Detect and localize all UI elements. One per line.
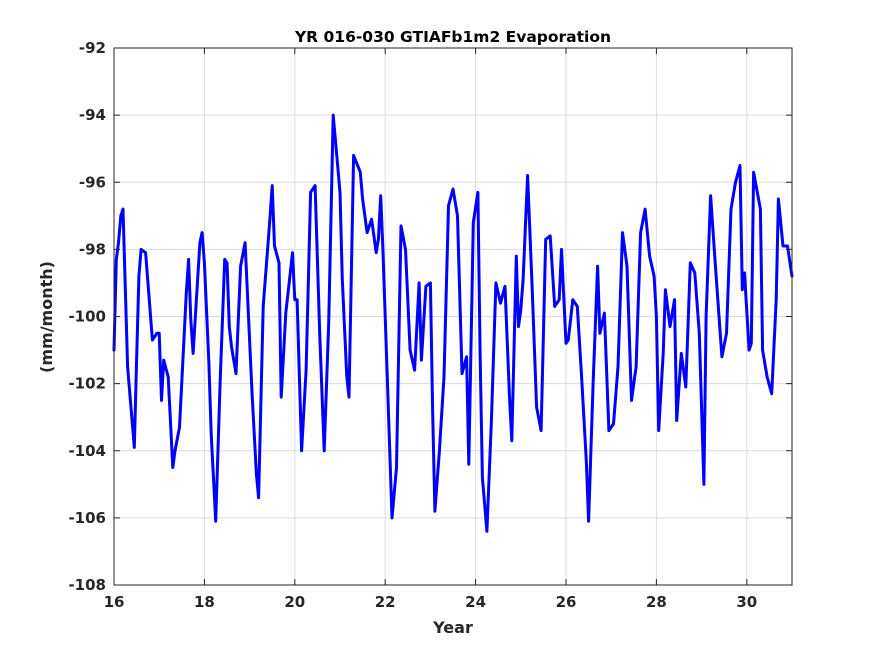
x-tick-label: 28 bbox=[646, 593, 667, 611]
x-tick-label: 20 bbox=[284, 593, 305, 611]
x-tick-label: 30 bbox=[736, 593, 757, 611]
x-axis-title: Year bbox=[432, 618, 473, 637]
x-tick-label: 24 bbox=[465, 593, 486, 611]
y-tick-label: -92 bbox=[79, 39, 106, 57]
data-line-group bbox=[112, 113, 794, 533]
y-tick-label: -98 bbox=[79, 240, 106, 258]
chart-title: YR 016-030 GTIAFb1m2 Evaporation bbox=[294, 28, 611, 46]
x-tick-label: 16 bbox=[104, 593, 125, 611]
y-tick-label: -106 bbox=[68, 509, 106, 527]
series-line bbox=[112, 113, 794, 533]
y-tick-labels: -108 -106 -104 -102 -100 -98 -96 -94 -92 bbox=[68, 39, 106, 594]
y-axis-title: (mm/month) bbox=[37, 261, 56, 373]
y-tick-label: -102 bbox=[68, 375, 106, 393]
y-tick-label: -104 bbox=[68, 442, 106, 460]
x-tick-label: 22 bbox=[375, 593, 396, 611]
y-tick-label: -94 bbox=[79, 106, 106, 124]
x-tick-label: 18 bbox=[194, 593, 215, 611]
tick-marks bbox=[113, 47, 792, 586]
y-tick-label: -108 bbox=[68, 576, 106, 594]
y-tick-label: -100 bbox=[68, 308, 106, 326]
y-tick-label: -96 bbox=[79, 173, 106, 191]
x-tick-labels: 16 18 20 22 24 26 28 30 bbox=[104, 593, 758, 611]
x-tick-label: 26 bbox=[556, 593, 577, 611]
